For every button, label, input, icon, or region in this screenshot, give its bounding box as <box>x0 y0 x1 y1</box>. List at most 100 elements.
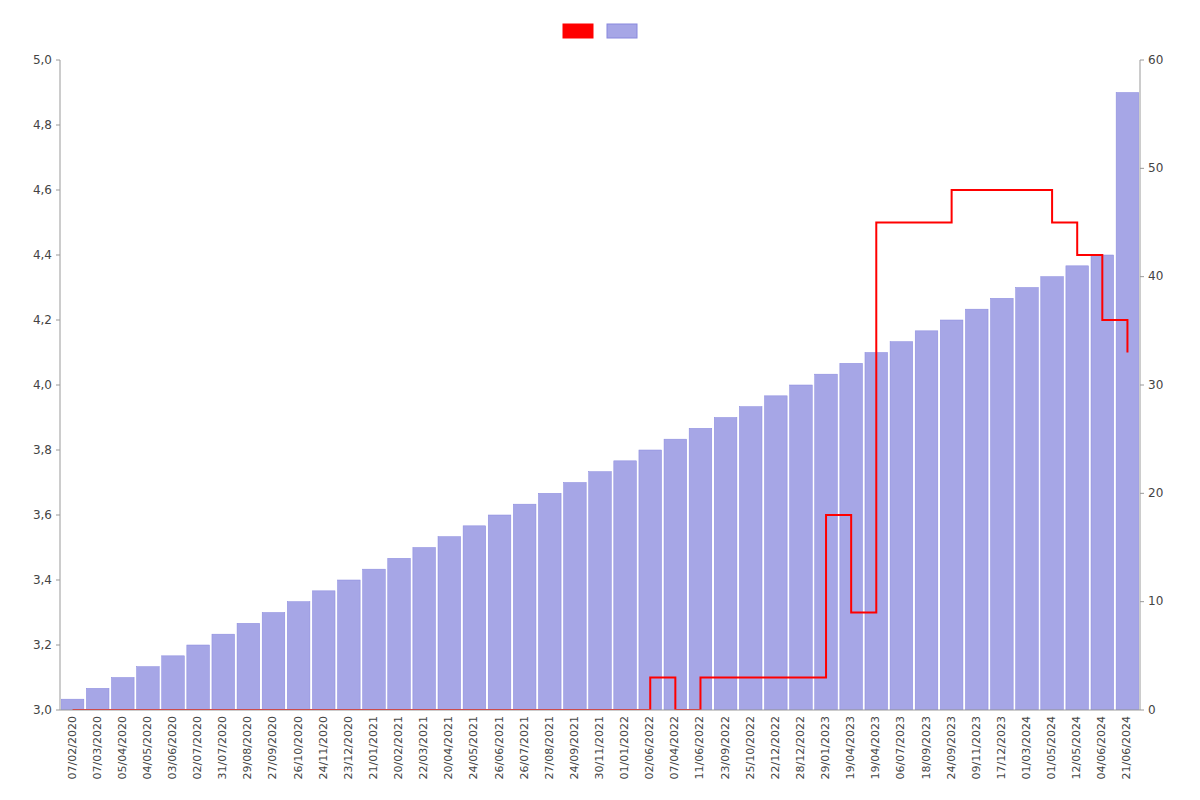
legend <box>563 24 637 38</box>
bar <box>739 407 762 710</box>
x-tick-label: 21/06/2024 <box>1120 716 1133 779</box>
y-tick-label: 4,0 <box>33 378 52 392</box>
bar <box>137 667 160 710</box>
step-line <box>73 190 1128 710</box>
bar <box>940 320 963 710</box>
x-tick-label: 24/05/2021 <box>467 716 480 779</box>
y-tick <box>56 710 60 711</box>
bar <box>765 396 788 710</box>
y-tick <box>56 60 60 61</box>
bar <box>463 526 486 710</box>
bar <box>790 385 813 710</box>
bar <box>639 450 662 710</box>
y2-tick <box>1140 710 1144 711</box>
y-tick-label: 4,6 <box>33 183 52 197</box>
y-tick <box>56 515 60 516</box>
bar <box>513 504 536 710</box>
x-tick-label: 02/07/2020 <box>191 716 204 779</box>
bar <box>564 483 587 711</box>
x-tick-label: 05/04/2020 <box>116 716 129 779</box>
x-tick-label: 30/11/2021 <box>593 716 606 779</box>
bar <box>312 591 335 710</box>
y-tick-label: 3,6 <box>33 508 52 522</box>
y-tick-label: 4,8 <box>33 118 52 132</box>
y2-tick <box>1140 60 1144 61</box>
bar <box>991 298 1014 710</box>
x-tick-label: 29/08/2020 <box>241 716 254 779</box>
x-tick-label: 26/06/2021 <box>493 716 506 779</box>
legend-swatch <box>563 24 593 38</box>
x-tick-label: 19/04/2023 <box>844 716 857 779</box>
x-tick-label: 06/07/2023 <box>894 716 907 779</box>
bar <box>664 439 687 710</box>
y2-tick-label: 20 <box>1148 486 1163 500</box>
bar <box>614 461 637 710</box>
bar <box>965 309 988 710</box>
bar <box>1091 255 1114 710</box>
y-tick-label: 4,2 <box>33 313 52 327</box>
y2-tick-label: 30 <box>1148 378 1163 392</box>
x-tick-label: 24/11/2020 <box>317 716 330 779</box>
x-tick-label: 12/05/2024 <box>1070 716 1083 779</box>
bar <box>86 688 109 710</box>
x-tick-label: 20/04/2021 <box>442 716 455 779</box>
bar <box>61 699 84 710</box>
bar <box>538 493 561 710</box>
bar <box>438 537 461 710</box>
x-tick-label: 29/01/2023 <box>819 716 832 779</box>
y-tick <box>56 255 60 256</box>
y2-tick-label: 60 <box>1148 53 1163 67</box>
y2-tick <box>1140 276 1144 277</box>
chart: 3,03,23,43,63,84,04,24,44,64,85,00102030… <box>0 0 1200 800</box>
y2-tick-label: 50 <box>1148 161 1163 175</box>
y-tick-label: 3,4 <box>33 573 52 587</box>
y2-tick-label: 40 <box>1148 269 1163 283</box>
x-tick-label: 04/06/2024 <box>1095 716 1108 779</box>
bar <box>111 678 134 711</box>
y-tick <box>56 450 60 451</box>
x-tick-label: 23/12/2020 <box>342 716 355 779</box>
x-tick-label: 24/09/2021 <box>568 716 581 779</box>
y-tick <box>56 580 60 581</box>
bar <box>363 569 386 710</box>
x-tick-label: 01/01/2022 <box>618 716 631 779</box>
x-axis-line <box>60 710 1140 711</box>
y2-tick <box>1140 601 1144 602</box>
bar <box>1041 277 1064 710</box>
bar <box>1016 288 1039 711</box>
bar <box>915 331 938 710</box>
x-tick-label: 24/09/2023 <box>945 716 958 779</box>
bar <box>714 418 737 711</box>
x-tick-label: 25/10/2022 <box>744 716 757 779</box>
x-tick-label: 01/05/2024 <box>1045 716 1058 779</box>
x-tick-label: 26/07/2021 <box>518 716 531 779</box>
y2-tick <box>1140 168 1144 169</box>
x-tick-label: 07/04/2022 <box>668 716 681 779</box>
bar <box>689 428 712 710</box>
plot-area <box>61 93 1138 711</box>
y-tick-label: 4,4 <box>33 248 52 262</box>
bar-series <box>61 93 1138 711</box>
bar <box>237 623 260 710</box>
y-tick-label: 3,0 <box>33 703 52 717</box>
y-tick <box>56 125 60 126</box>
x-tick-label: 18/09/2023 <box>920 716 933 779</box>
bar <box>162 656 185 710</box>
y-tick <box>56 320 60 321</box>
bar <box>187 645 210 710</box>
bar <box>262 613 285 711</box>
x-tick-label: 19/04/2023 <box>869 716 882 779</box>
x-tick-label: 31/07/2020 <box>216 716 229 779</box>
x-tick-label: 27/09/2020 <box>266 716 279 779</box>
bar <box>212 634 235 710</box>
bar <box>589 472 612 710</box>
y2-tick <box>1140 385 1144 386</box>
x-tick-label: 20/02/2021 <box>392 716 405 779</box>
bar <box>488 515 511 710</box>
x-tick-label: 22/12/2022 <box>769 716 782 779</box>
bar <box>338 580 361 710</box>
y2-tick-label: 10 <box>1148 594 1163 608</box>
y2-tick-label: 0 <box>1148 703 1156 717</box>
x-tick-label: 21/01/2021 <box>367 716 380 779</box>
x-tick-label: 09/11/2023 <box>970 716 983 779</box>
